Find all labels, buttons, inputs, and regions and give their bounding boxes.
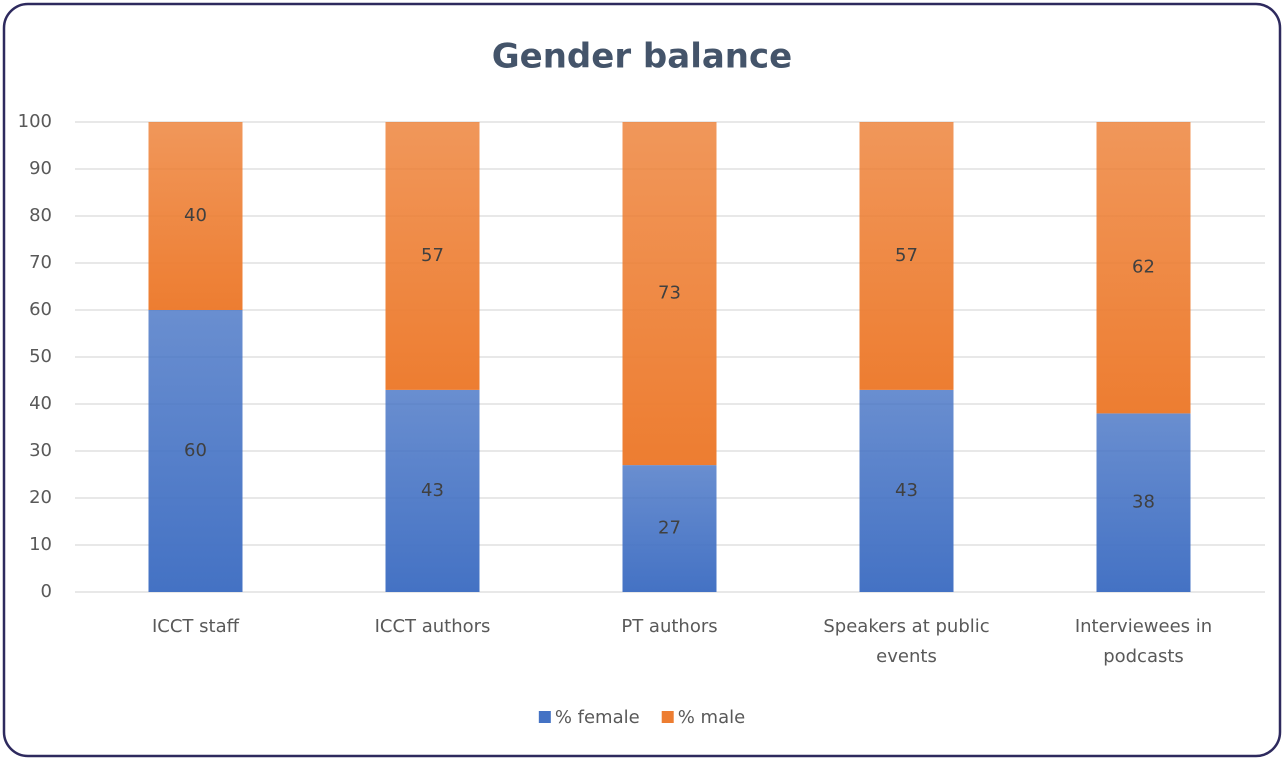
data-label: 60: [184, 440, 207, 461]
x-tick-label: Speakers at public events: [823, 616, 990, 667]
legend-label: % male: [678, 707, 745, 728]
bar-segment: [148, 122, 243, 310]
bar-segment: [148, 310, 243, 592]
y-tick-label: 50: [29, 346, 52, 367]
y-tick-label: 20: [29, 487, 52, 508]
data-label: 27: [658, 518, 681, 539]
data-label: 62: [1132, 257, 1155, 278]
y-tick-label: 10: [29, 534, 52, 555]
data-label: 40: [184, 205, 207, 226]
legend-swatch: [661, 711, 674, 723]
bar-segment: [385, 389, 480, 592]
x-tick-label: Interviewees in podcasts: [1074, 616, 1213, 667]
data-label: 43: [895, 480, 918, 501]
data-label: 38: [1132, 492, 1155, 513]
y-tick-label: 80: [29, 205, 52, 226]
data-label: 57: [895, 245, 918, 266]
legend-label: % female: [555, 707, 640, 728]
chart-title: Gender balance: [492, 37, 792, 77]
bar-segment: [622, 122, 717, 466]
bar-segment: [1096, 122, 1191, 414]
x-tick-label: ICCT staff: [151, 616, 240, 637]
y-tick-label: 0: [41, 581, 52, 602]
data-label: 73: [658, 283, 681, 304]
y-tick-label: 60: [29, 299, 52, 320]
y-tick-label: 40: [29, 393, 52, 414]
bar-segment: [859, 122, 954, 390]
x-tick-label: ICCT authors: [374, 616, 491, 637]
bar-segment: [622, 465, 717, 592]
bar-segment: [385, 122, 480, 390]
bar-segment: [859, 389, 954, 592]
legend-swatch: [538, 711, 551, 723]
y-tick-label: 30: [29, 440, 52, 461]
y-tick-label: 100: [18, 111, 52, 132]
data-label: 43: [421, 480, 444, 501]
x-tick-label: PT authors: [621, 616, 718, 637]
y-tick-label: 70: [29, 252, 52, 273]
bar-segment: [1096, 413, 1191, 592]
y-tick-label: 90: [29, 158, 52, 179]
data-label: 57: [421, 245, 444, 266]
